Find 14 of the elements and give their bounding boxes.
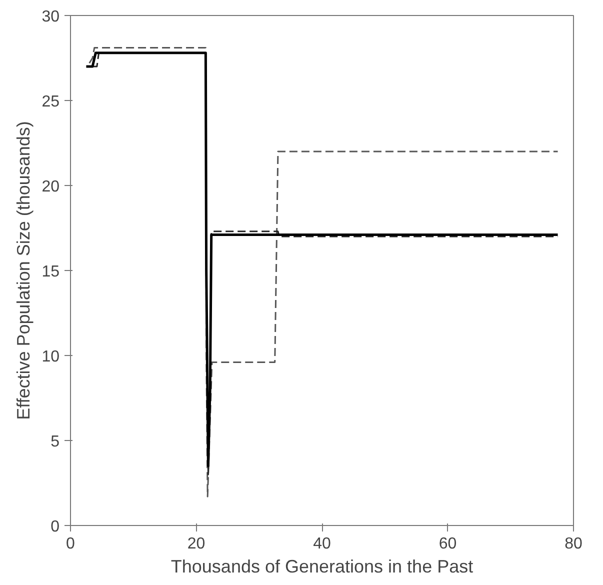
x-tick-label: 60: [438, 536, 457, 552]
x-tick-label: 80: [564, 536, 582, 552]
y-axis-title: Effective Population Size (thousands): [14, 121, 34, 420]
x-tick-label: 40: [313, 536, 331, 552]
y-tick-label: 10: [42, 348, 60, 366]
x-tick-label: 0: [66, 536, 76, 552]
y-tick-label: 0: [50, 518, 60, 536]
y-tick-label: 5: [50, 434, 60, 450]
y-tick-label: 30: [42, 8, 60, 26]
y-tick-label: 25: [42, 94, 60, 110]
y-tick-label: 20: [42, 178, 60, 196]
x-tick-label: 20: [187, 536, 206, 552]
x-axis-title: Thousands of Generations in the Past: [170, 556, 474, 576]
y-tick-label: 15: [42, 264, 60, 280]
